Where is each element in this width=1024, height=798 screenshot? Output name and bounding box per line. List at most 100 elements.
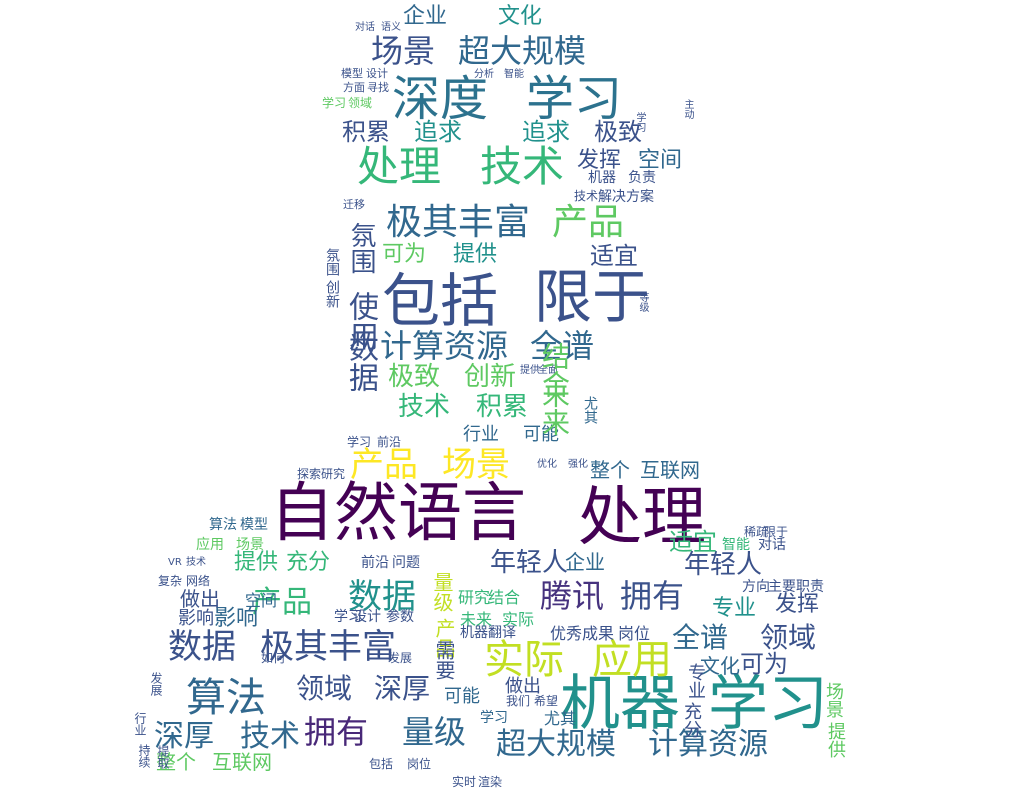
cloud-word: 实时	[452, 775, 477, 789]
cloud-word: 结合	[488, 588, 521, 607]
cloud-word: 迁移	[343, 198, 365, 211]
cloud-word: 学习	[480, 710, 508, 726]
cloud-word: 全面	[538, 365, 558, 376]
cloud-word: 算法	[186, 675, 266, 721]
cloud-word: 提供	[234, 550, 279, 575]
cloud-word: 应用	[592, 637, 672, 683]
cloud-word: 设计	[353, 609, 381, 625]
cloud-word: 技术	[398, 392, 451, 422]
cloud-word: 研究	[458, 588, 491, 607]
cloud-word: 影响	[178, 608, 214, 629]
cloud-word: 主动	[682, 99, 693, 119]
cloud-word: 如何	[261, 651, 286, 665]
cloud-word: 寻找	[367, 81, 389, 94]
cloud-word: 整个	[590, 458, 630, 482]
cloud-word: 学习	[334, 609, 362, 625]
cloud-word: 研究	[321, 467, 346, 481]
cloud-word: 空间	[245, 591, 278, 610]
cloud-word: 模型	[240, 517, 268, 533]
cloud-word: 未来	[460, 610, 493, 629]
cloud-word: 整个	[156, 750, 196, 774]
cloud-word: 前沿	[361, 555, 389, 571]
cloud-word: 场景	[371, 32, 436, 70]
cloud-word: 领域	[296, 672, 353, 705]
cloud-word: 全谱	[530, 327, 595, 365]
cloud-word: 提供	[520, 365, 540, 376]
cloud-word: 年轻人	[684, 550, 763, 580]
cloud-word: 产品	[252, 585, 312, 620]
cloud-word: 氛围	[324, 248, 340, 276]
cloud-word: 专业	[685, 663, 706, 699]
cloud-word: 计算资源	[648, 727, 768, 762]
cloud-word: 持续	[137, 744, 151, 768]
cloud-word: 技术	[240, 719, 300, 754]
cloud-word: 全谱	[672, 621, 729, 654]
cloud-word: 结合	[538, 342, 571, 398]
cloud-word: 可能	[523, 424, 559, 445]
cloud-word: 负责	[628, 170, 656, 186]
cloud-word: 希望	[534, 694, 559, 708]
cloud-word: 极其丰富	[260, 627, 396, 667]
cloud-word: 提供	[453, 242, 498, 267]
cloud-word: 机器	[560, 669, 680, 739]
cloud-word: 机器	[588, 170, 616, 186]
cloud-word: 发展	[149, 672, 163, 696]
cloud-word: 发挥	[577, 148, 622, 173]
cloud-word: 限于	[764, 525, 789, 539]
cloud-word: 适宜	[590, 242, 638, 270]
cloud-word: 学习	[634, 112, 645, 132]
cloud-word: 岗位	[618, 624, 651, 643]
cloud-word: 设计	[366, 67, 388, 80]
cloud-word: 量级	[430, 572, 454, 612]
cloud-word: 场景	[442, 445, 510, 485]
cloud-word: 数据	[343, 332, 378, 392]
cloud-word: 文化	[700, 654, 740, 678]
cloud-word: 行业	[133, 712, 147, 736]
cloud-word: 实际	[502, 610, 535, 629]
cloud-word: 充分	[681, 702, 702, 738]
cloud-word: 方面	[343, 81, 365, 94]
cloud-word: 专业	[712, 596, 757, 621]
cloud-word: 智能	[722, 537, 750, 553]
cloud-word: 语义	[381, 22, 401, 33]
cloud-word: 复杂	[158, 574, 183, 588]
cloud-word: 学习	[526, 71, 623, 127]
cloud-word: 学习	[708, 669, 828, 739]
cloud-word: 行业	[463, 424, 499, 445]
cloud-word: 年轻人	[490, 548, 569, 578]
cloud-word: 机器翻译	[460, 625, 516, 641]
cloud-word: 适宜	[669, 528, 717, 556]
cloud-word: 使用	[343, 291, 378, 351]
cloud-word: 网络	[186, 574, 211, 588]
cloud-word: 企业	[565, 550, 605, 574]
cloud-word: 尤其	[582, 396, 598, 424]
cloud-word: 可为	[740, 650, 788, 678]
cloud-word: 等级	[637, 292, 648, 312]
cloud-word: 量级	[402, 713, 467, 751]
cloud-word: 优秀成果	[550, 624, 615, 643]
cloud-word: 产品	[552, 202, 625, 243]
cloud-word: 创新	[324, 280, 340, 308]
cloud-word: 处理	[578, 481, 706, 555]
cloud-word: 产品	[350, 445, 418, 485]
cloud-word: 处理	[357, 142, 442, 191]
cloud-word: 氛围	[346, 222, 376, 274]
cloud-word: 方向	[742, 579, 770, 595]
cloud-word: 领域	[760, 621, 817, 654]
cloud-word: 可为	[382, 242, 427, 267]
cloud-word: 解决方案	[598, 189, 654, 205]
cloud-word: 提取	[156, 745, 170, 769]
cloud-word: 算法	[209, 517, 237, 533]
cloud-word: 对话	[355, 22, 375, 33]
cloud-word: 影响	[214, 606, 259, 631]
cloud-word: 拥有	[304, 713, 369, 751]
cloud-word: 空间	[638, 148, 683, 173]
cloud-word: 做出	[180, 587, 220, 611]
cloud-word: 对话	[758, 537, 786, 553]
cloud-word: 技术	[480, 142, 565, 191]
cloud-word: 场景	[236, 537, 264, 553]
cloud-word: 极致	[594, 118, 642, 146]
cloud-word: 产品	[432, 618, 456, 658]
cloud-word: 学习	[322, 96, 347, 110]
